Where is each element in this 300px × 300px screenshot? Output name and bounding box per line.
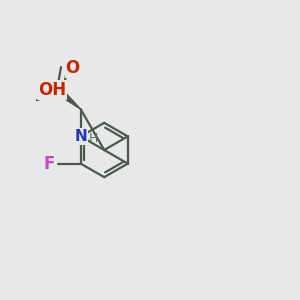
Text: H: H <box>89 132 98 145</box>
Text: N: N <box>74 129 87 144</box>
Text: OH: OH <box>38 81 66 99</box>
Text: O: O <box>65 59 80 77</box>
Polygon shape <box>58 89 81 109</box>
Text: F: F <box>43 154 55 172</box>
